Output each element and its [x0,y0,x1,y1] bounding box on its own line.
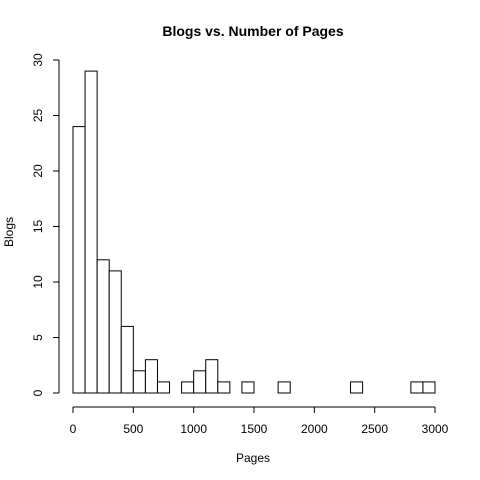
chart-title: Blogs vs. Number of Pages [162,23,343,39]
histogram-bar [277,381,291,394]
x-axis: 0 500 1000 1500 2000 2500 3000 [70,406,449,436]
y-axis: 0 5 10 15 20 25 30 [31,53,60,396]
y-tick-label: 25 [31,109,45,123]
y-tick-label: 10 [31,275,45,289]
x-tick-label: 3000 [422,422,449,436]
bars-group [72,70,436,394]
x-tick-label: 500 [123,422,143,436]
histogram-bar [205,359,219,394]
histogram-bar [72,126,86,394]
histogram-bar [350,381,364,394]
x-tick-label: 1500 [241,422,268,436]
y-tick-label: 5 [31,334,45,341]
histogram-bar [84,70,98,394]
histogram-bar [181,381,195,394]
y-tick-label: 20 [31,164,45,178]
histogram-bar [410,381,424,394]
histogram-bar [422,381,436,394]
y-axis-label: Blogs [2,217,16,247]
y-tick-label: 30 [31,53,45,67]
y-tick-label: 0 [31,389,45,396]
histogram-bar [241,381,255,394]
histogram-bar [132,370,146,394]
histogram-bar [156,381,171,394]
x-axis-label: Pages [236,451,270,465]
histogram-bar [217,381,231,394]
histogram-bar [96,259,110,394]
histogram-bar [120,325,134,394]
x-tick-label: 2500 [361,422,388,436]
histogram-bar [144,359,158,394]
x-tick-label: 2000 [301,422,328,436]
histogram-bar [108,270,122,394]
histogram-bar [193,370,207,394]
x-tick-label: 1000 [180,422,207,436]
y-tick-label: 15 [31,220,45,234]
x-tick-label: 0 [70,422,77,436]
